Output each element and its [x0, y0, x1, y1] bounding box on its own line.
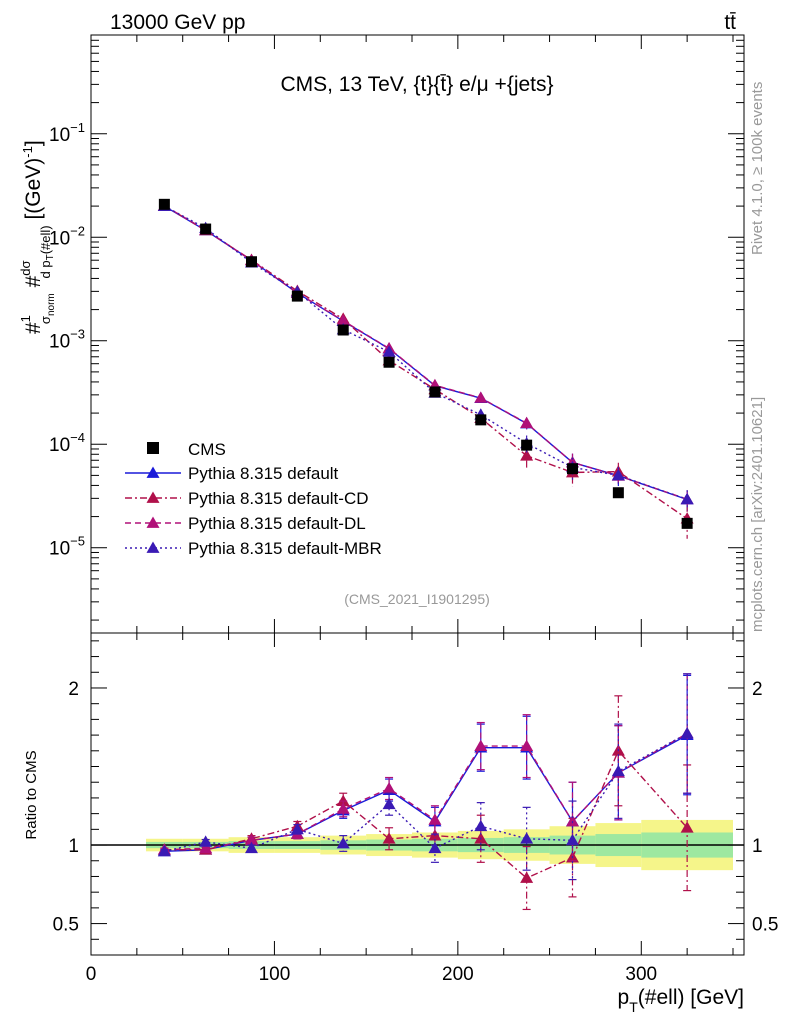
ratio-tick-label-right: 1	[752, 836, 763, 857]
ratio-marker	[199, 841, 213, 854]
legend-label: Pythia 8.315 default-CD	[188, 489, 369, 508]
x-tick-label: 200	[442, 964, 474, 985]
data-marker	[612, 487, 624, 499]
legend-label: Pythia 8.315 default-DL	[188, 514, 366, 533]
ratio-frame	[90, 632, 745, 956]
x-tick-label: 0	[86, 964, 97, 985]
ratio-line	[164, 732, 688, 853]
y-tick-label: 10−4	[49, 430, 85, 456]
data-marker	[429, 386, 441, 398]
y-tick-label: 10−3	[49, 327, 85, 353]
data-marker	[383, 356, 395, 368]
data-marker	[475, 414, 487, 426]
ratio-line	[164, 749, 688, 879]
series-marker	[520, 449, 534, 461]
ratio-tick-label-right: 0.5	[752, 915, 778, 936]
ratio-marker	[336, 802, 350, 814]
energy-label: 13000 GeV pp	[110, 11, 245, 34]
ratio-band	[91, 819, 744, 871]
data-marker	[245, 256, 257, 268]
ratio-marker	[244, 841, 258, 854]
ratio-marker	[336, 794, 350, 806]
y-axis-label: #1 σnorm #dσ d pT(#ell) [(GeV)-1]	[18, 140, 57, 334]
ratio-y-label: Ratio to CMS	[23, 750, 40, 839]
ratio-marker	[611, 764, 625, 777]
ratio-tick-label-right: 2	[752, 679, 763, 700]
data-marker	[521, 439, 533, 451]
series-marker	[611, 468, 625, 481]
ratio-marker	[680, 727, 694, 739]
data-marker	[681, 517, 693, 529]
data-marker	[291, 290, 303, 302]
ratio-marker	[382, 782, 396, 794]
legend-label: Pythia 8.315 default-MBR	[188, 539, 382, 558]
legend-marker	[146, 491, 160, 503]
process-label: tt̄	[724, 11, 736, 34]
ratio-marker	[520, 832, 534, 844]
series-marker	[520, 416, 534, 429]
series-line	[164, 205, 688, 501]
series-marker	[474, 391, 488, 403]
ratio-marker	[565, 833, 579, 846]
ratio-axes: 0 100 200 300 0.5 0.5 1 1 2 2	[53, 633, 778, 985]
rivet-version-label: Rivet 4.1.0, ≥ 100k events	[749, 82, 766, 255]
analysis-id: (CMS_2021_I1901295)	[344, 591, 490, 607]
ratio-tick-label: 1	[68, 836, 79, 857]
data-marker	[566, 463, 578, 475]
data-points	[158, 198, 693, 529]
ratio-marker	[428, 841, 442, 854]
data-marker	[158, 198, 170, 210]
x-axis-label: pT(#ell) [GeV]	[618, 986, 744, 1015]
y-tick-label: 10−5	[49, 534, 85, 560]
x-tick-label: 300	[625, 964, 657, 985]
ratio-marker	[382, 832, 396, 844]
ratio-marker	[474, 739, 488, 751]
legend-marker-cms	[147, 442, 159, 454]
ratio-marker	[382, 797, 396, 810]
chart-title: CMS, 13 TeV, {t}{t̄} e/μ +{jets}	[280, 73, 553, 96]
ratio-marker	[336, 836, 350, 849]
ratio-marker	[428, 813, 442, 825]
legend-label: Pythia 8.315 default	[188, 464, 339, 483]
ratio-series	[157, 673, 694, 911]
ratio-marker	[565, 814, 579, 827]
legend: CMS Pythia 8.315 default Pythia 8.315 defa…	[125, 440, 382, 558]
ratio-marker	[199, 835, 213, 847]
x-tick-label: 100	[259, 964, 291, 985]
ratio-marker	[244, 833, 258, 846]
main-panel: 10−1 10−2 10−3 10−4 10−5 CMS, 13 TeV, {t}{t̄…	[49, 34, 745, 634]
legend-label-cms: CMS	[188, 440, 226, 459]
ratio-marker	[290, 822, 304, 835]
legend-marker	[146, 466, 160, 478]
legend-marker	[146, 541, 160, 553]
ratio-line	[164, 732, 688, 851]
ratio-marker	[474, 819, 488, 832]
ratio-marker	[680, 821, 694, 833]
ratio-panel: 0 100 200 300 0.5 0.5 1 1 2 2 Ratio to CMS	[23, 632, 778, 985]
ratio-marker	[520, 871, 534, 883]
ratio-marker	[520, 739, 534, 751]
series-marker	[336, 314, 350, 326]
series-marker	[382, 345, 396, 357]
ratio-marker	[157, 844, 171, 857]
series-line	[164, 205, 688, 500]
y-tick-label: 10−1	[49, 120, 85, 146]
series-line	[164, 205, 688, 500]
legend-marker	[146, 516, 160, 528]
mcplots-site-label: mcplots.cern.ch [arXiv:2401.10621]	[749, 397, 766, 632]
series-marker	[680, 492, 694, 505]
ratio-tick-label: 0.5	[53, 915, 79, 936]
y-tick-label: 10−2	[49, 223, 85, 249]
ratio-tick-label: 2	[68, 679, 79, 700]
data-marker	[200, 223, 212, 235]
data-marker	[337, 324, 349, 336]
